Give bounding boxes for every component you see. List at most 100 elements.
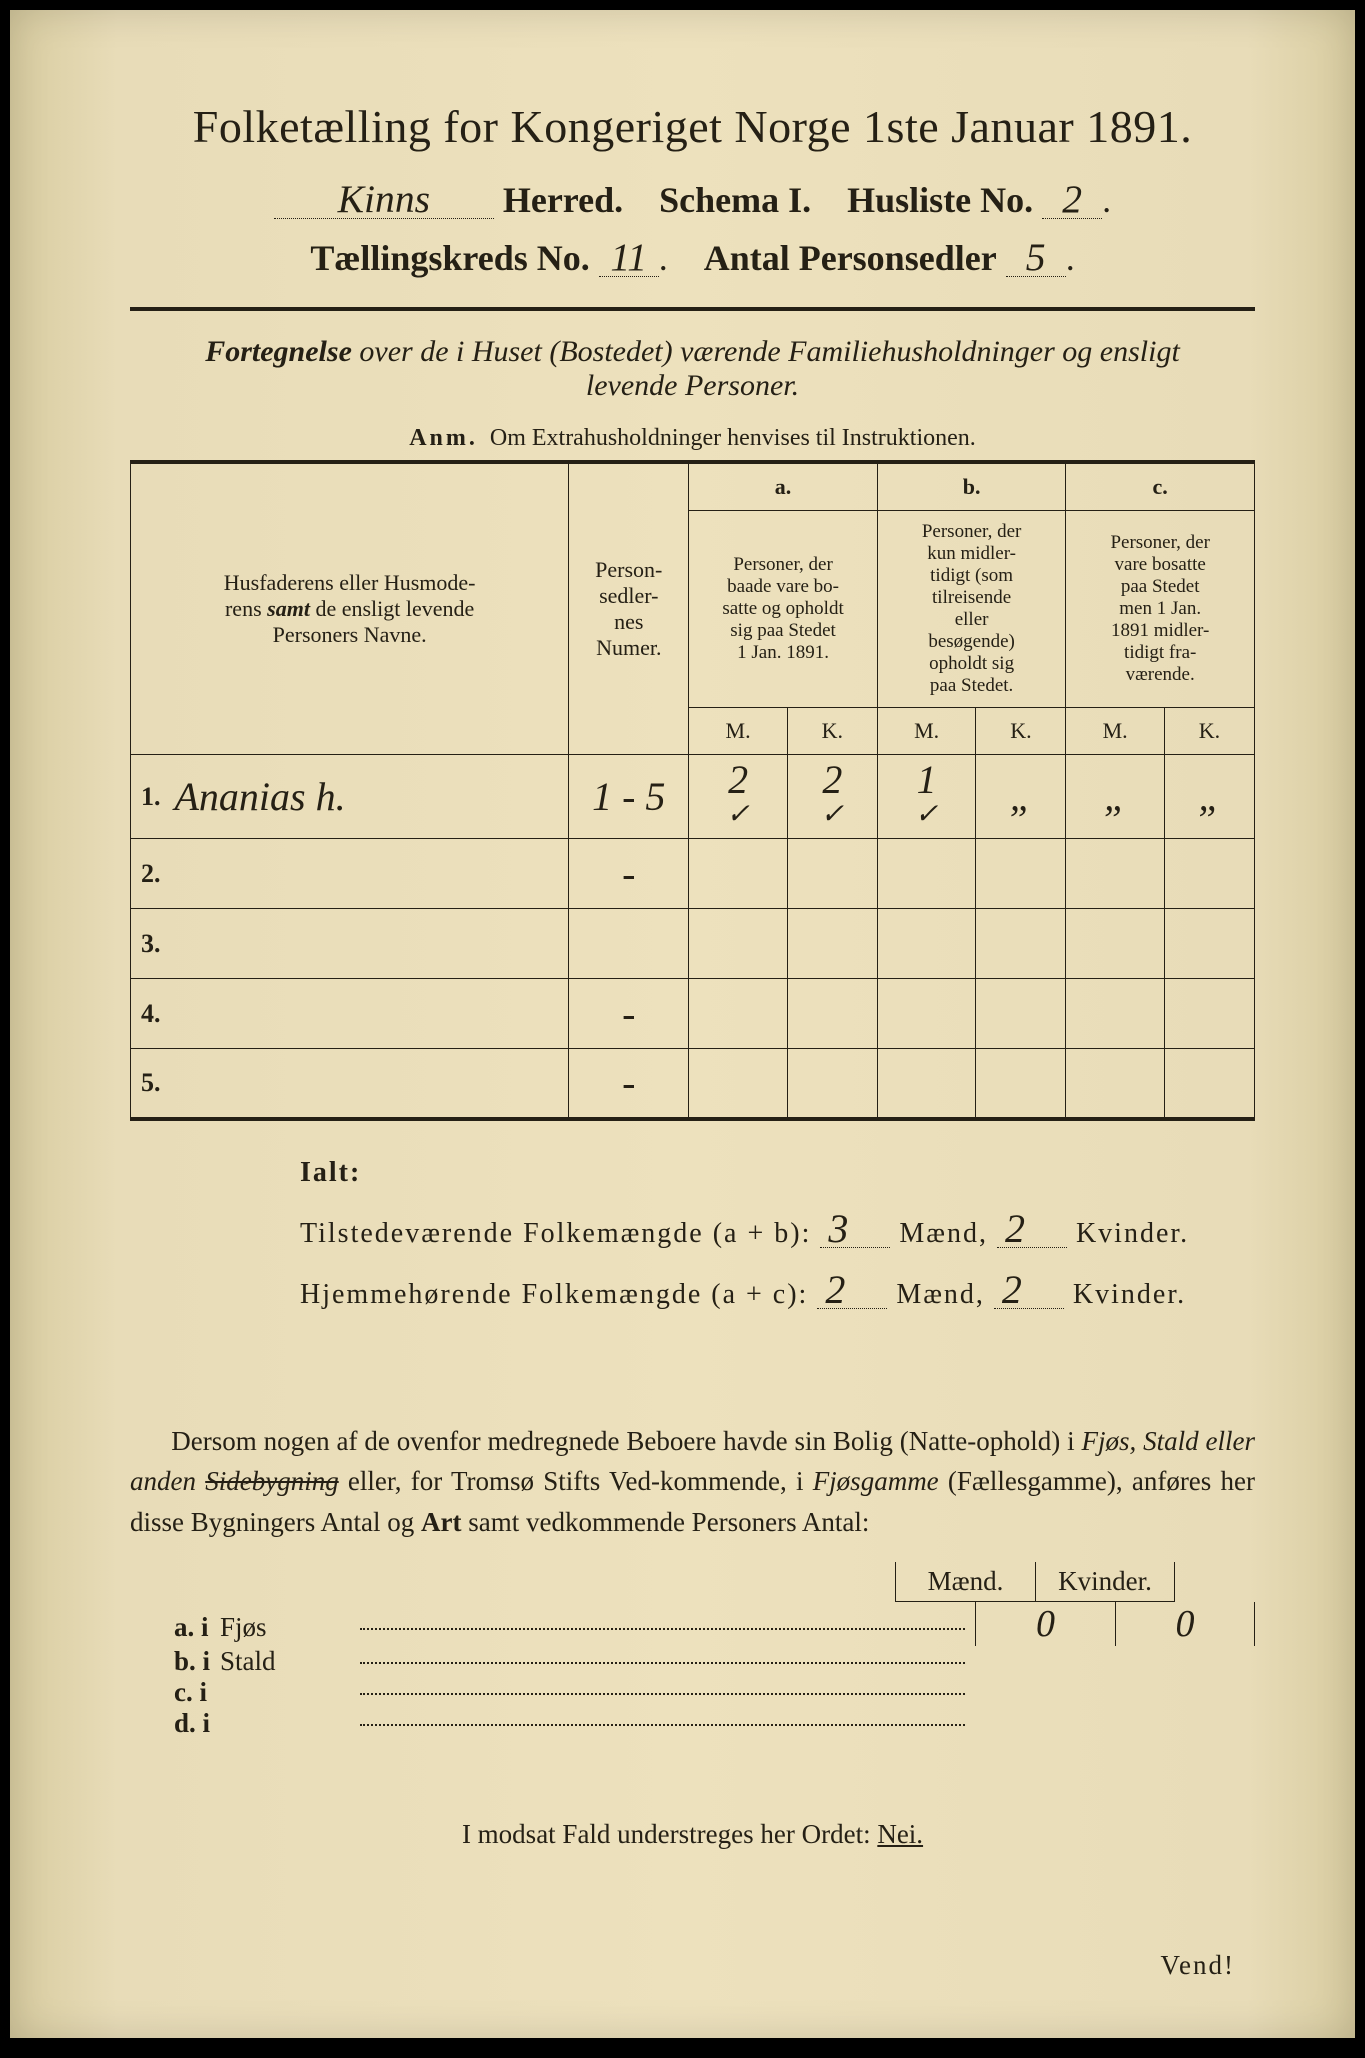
col-a-label: a. (689, 462, 878, 511)
table-cell: - (569, 839, 689, 909)
negation-text: I modsat Fald understreges her Ordet: (462, 1819, 877, 1849)
table-cell (877, 979, 976, 1049)
col-c-label: c. (1066, 462, 1255, 511)
para-b: eller, for Tromsø Stifts Ved-kommende, i (339, 1466, 813, 1496)
dwelling-header-k: Kvinder. (1035, 1562, 1175, 1602)
vend-label: Vend! (130, 1950, 1255, 1981)
totals-kvinder-1: Kvinder. (1076, 1218, 1189, 1249)
dwelling-dots (360, 1628, 965, 1630)
anm-text: Om Extrahusholdninger henvises til Instr… (490, 425, 976, 451)
kreds-label: Tællingskreds No. (310, 238, 589, 278)
totals-row2-m: 2 (817, 1272, 887, 1309)
dwelling-lab: d. i (130, 1708, 220, 1739)
col-num-header: Person-sedler-nesNumer. (569, 462, 689, 755)
table-cell (167, 1049, 569, 1119)
table-cell (689, 909, 788, 979)
totals-row1-k: 2 (997, 1211, 1067, 1248)
table-cell: 3. (131, 909, 167, 979)
herred-label: Herred. (503, 180, 623, 220)
col-b-k: K. (976, 708, 1066, 755)
table-cell: 1 - 5 (569, 755, 689, 839)
table-row: 2.- (131, 839, 1255, 909)
table-cell (1164, 1049, 1254, 1119)
table-cell (976, 839, 1066, 909)
table-cell: - (569, 979, 689, 1049)
dwelling-header-m: Mænd. (895, 1562, 1035, 1602)
table-cell (1164, 979, 1254, 1049)
dwelling-block: Mænd.Kvinder. a. iFjøs00b. iStaldc. id. … (130, 1562, 1255, 1739)
totals-row-2: Hjemmehørende Folkemængde (a + c): 2 Mæn… (300, 1272, 1255, 1311)
para-strike: Sidebygning (205, 1466, 338, 1496)
totals-row1-label: Tilstedeværende Folkemængde (a + b): (300, 1218, 811, 1249)
table-cell (1164, 839, 1254, 909)
totals-row1-m: 3 (820, 1211, 890, 1248)
rule-1 (130, 307, 1255, 311)
table-cell (976, 909, 1066, 979)
table-row: 4.- (131, 979, 1255, 1049)
table-cell (1066, 1049, 1165, 1119)
table-cell: 2✓ (689, 755, 788, 839)
dwelling-lab: a. i (130, 1612, 220, 1643)
table-row: 1.Ananias h.1 - 52✓2✓1✓„„„ (131, 755, 1255, 839)
anm-line: Anm. Om Extrahusholdninger henvises til … (130, 425, 1255, 452)
totals-row2-label: Hjemmehørende Folkemængde (a + c): (300, 1279, 808, 1310)
dwelling-val-m: 0 (975, 1602, 1115, 1646)
table-cell (787, 979, 877, 1049)
subtitle-lead: Fortegnelse (205, 335, 352, 368)
dwelling-txt: Fjøs (220, 1612, 360, 1643)
dwelling-txt: Stald (220, 1646, 360, 1677)
col-b-label: b. (877, 462, 1066, 511)
antal-label: Antal Personsedler (704, 238, 997, 278)
husliste-value: 2 (1042, 182, 1102, 219)
table-cell (1164, 909, 1254, 979)
table-cell: „ (976, 755, 1066, 839)
col-b-desc: Personer, derkun midler-tidigt (somtilre… (877, 511, 1066, 708)
col-c-m: M. (1066, 708, 1165, 755)
table-cell (1066, 909, 1165, 979)
totals-row-1: Tilstedeværende Folkemængde (a + b): 3 M… (300, 1211, 1255, 1250)
dwelling-paragraph: Dersom nogen af de ovenfor medregnede Be… (130, 1421, 1255, 1543)
col-a-desc: Personer, derbaade vare bo-satte og opho… (689, 511, 878, 708)
col-c-desc: Personer, dervare bosattepaa Stedetmen 1… (1066, 511, 1255, 708)
table-cell: „ (1066, 755, 1165, 839)
col-c-k: K. (1164, 708, 1254, 755)
table-cell (1066, 839, 1165, 909)
table-cell (976, 979, 1066, 1049)
table-cell (689, 1049, 788, 1119)
para-bold: Art (421, 1507, 461, 1537)
husliste-label: Husliste No. (847, 180, 1033, 220)
main-title: Folketælling for Kongeriget Norge 1ste J… (130, 100, 1255, 153)
col-a-m: M. (689, 708, 788, 755)
table-cell (787, 839, 877, 909)
table-cell: „ (1164, 755, 1254, 839)
totals-maend-2: Mænd, (896, 1279, 985, 1310)
dwelling-row: c. i (130, 1677, 1255, 1708)
main-table: Husfaderens eller Husmode-rens samt de e… (130, 460, 1255, 1121)
table-cell: Ananias h. (167, 755, 569, 839)
subtitle: Fortegnelse over de i Huset (Bostedet) v… (130, 335, 1255, 403)
table-cell (689, 979, 788, 1049)
table-cell: 1✓ (877, 755, 976, 839)
totals-kvinder-2: Kvinder. (1073, 1279, 1186, 1310)
table-cell: 5. (131, 1049, 167, 1119)
ialt-label: Ialt: (300, 1157, 1255, 1189)
table-cell: 2✓ (787, 755, 877, 839)
table-cell (787, 1049, 877, 1119)
herred-value: Kinns (274, 182, 494, 219)
census-form-page: Folketælling for Kongeriget Norge 1ste J… (10, 10, 1355, 2038)
dwelling-row: d. i (130, 1708, 1255, 1739)
dwelling-row: b. iStald (130, 1646, 1255, 1677)
table-cell (167, 909, 569, 979)
para-it2: Fjøsgamme (813, 1466, 939, 1496)
table-row: 3. (131, 909, 1255, 979)
table-row: 5.- (131, 1049, 1255, 1119)
col-a-k: K. (787, 708, 877, 755)
dwelling-dots (360, 1693, 965, 1695)
table-cell (877, 1049, 976, 1119)
table-cell (1066, 979, 1165, 1049)
table-cell (167, 839, 569, 909)
negation-nei: Nei. (877, 1819, 923, 1849)
table-cell (569, 909, 689, 979)
kreds-value: 11 (599, 240, 659, 277)
col-name-header: Husfaderens eller Husmode-rens samt de e… (131, 462, 569, 755)
